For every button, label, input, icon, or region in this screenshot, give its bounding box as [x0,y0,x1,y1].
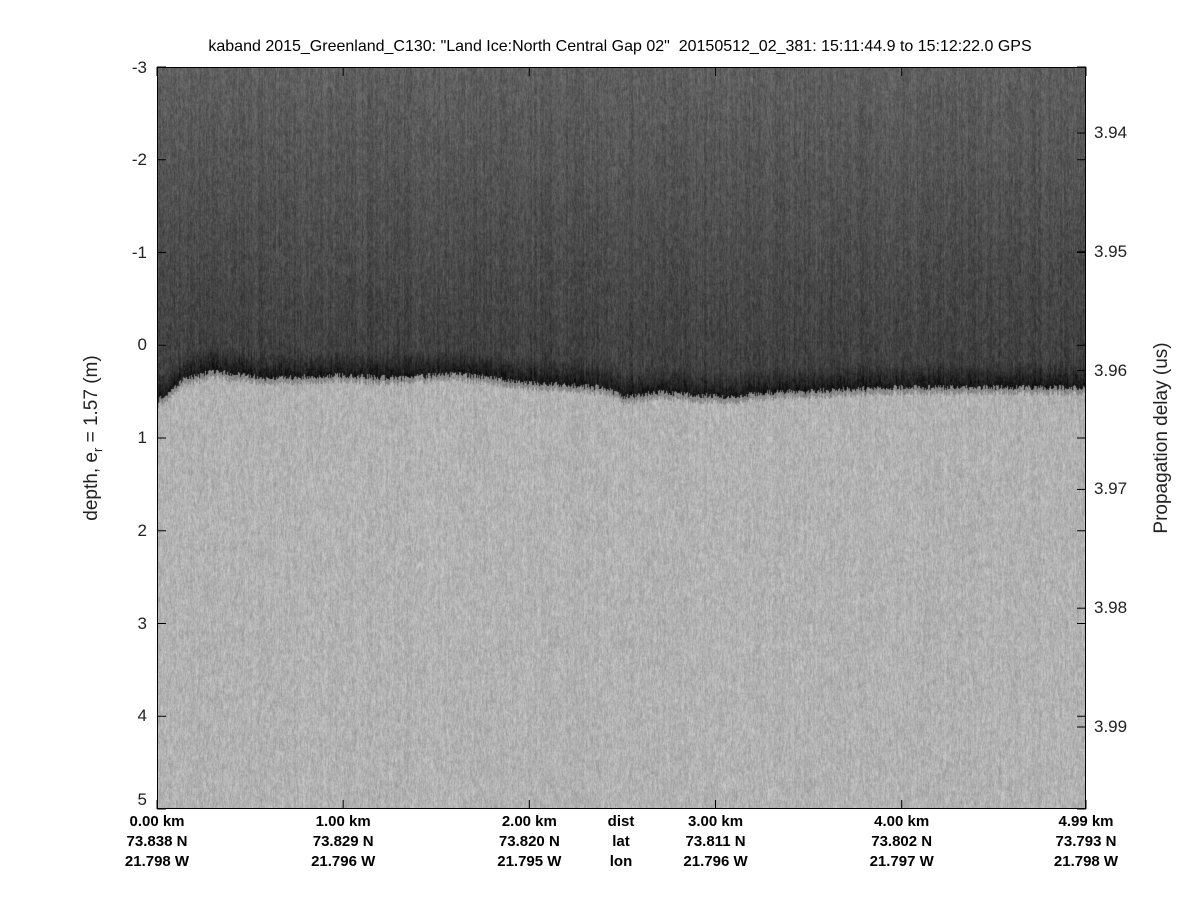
x-tick-label-lat: 73.793 N [1055,833,1117,850]
x-tick-label-dist: 1.00 km [315,813,371,830]
x-tick-label-lon: 21.798 W [1053,853,1119,870]
y-tick-label-left: -3 [131,58,147,77]
y-tick-label-right: 3.98 [1094,598,1128,618]
echogram-plot [156,66,1087,810]
y-tick-label-right: 3.99 [1094,717,1128,736]
y-tick-label-left: 0 [137,335,147,355]
y-tick-label-left: 3 [137,613,147,633]
y-tick-label-left: -2 [131,149,147,169]
x-tick-label-lon: 21.795 W [497,853,562,870]
y-tick-label-right: 3.96 [1094,360,1128,380]
x-tick-label-lat: 73.802 N [871,833,933,850]
y-tick-label-right: 3.97 [1094,479,1128,499]
axes-frame [156,66,1087,810]
x-tick-label-lon: 21.796 W [311,853,376,870]
y-tick-label-left: 1 [137,428,147,447]
chart-title: kaband 2015_Greenland_C130: "Land Ice:No… [208,38,1032,55]
y-label-main: depth, e [81,452,103,521]
x-tick-label-dist: 2.00 km [501,813,557,830]
y-tick-label-left: -1 [131,242,147,262]
y-axis-label-right: Propagation delay (us) [1151,342,1172,534]
y-tick-label-left: 5 [137,790,147,809]
x-tick-label-lat: 73.829 N [312,833,374,850]
y-tick-label-right: 3.94 [1094,123,1128,142]
y-label-suffix: = 1.57 (m) [81,355,103,448]
y-tick-label-left: 2 [137,520,147,540]
plot-border [157,67,1086,809]
x-tick-label-lon: 21.796 W [683,853,748,870]
y-label-sub: r [89,447,105,453]
x-tick-label-lat: 73.820 N [498,833,560,850]
y-tick-label-right: 3.95 [1094,241,1128,261]
x-row-label-lat: lat [612,833,630,850]
echogram-image [157,67,1086,809]
x-row-label-dist: dist [607,813,635,830]
x-tick-label-dist: 0.00 km [129,813,185,830]
x-tick-label-lat: 73.838 N [126,833,188,850]
x-tick-label-dist: 4.99 km [1058,813,1114,830]
y-tick-label-left: 4 [137,706,147,726]
x-row-label-lon: lon [609,853,633,870]
x-tick-label-dist: 3.00 km [687,813,744,830]
x-tick-label-lon: 21.798 W [124,853,190,870]
x-tick-label-dist: 4.00 km [874,813,930,830]
x-tick-label-lon: 21.797 W [869,853,934,870]
y-axis-label-left: depth, er = 1.57 (m) [81,355,105,520]
x-tick-label-lat: 73.811 N [685,833,746,850]
